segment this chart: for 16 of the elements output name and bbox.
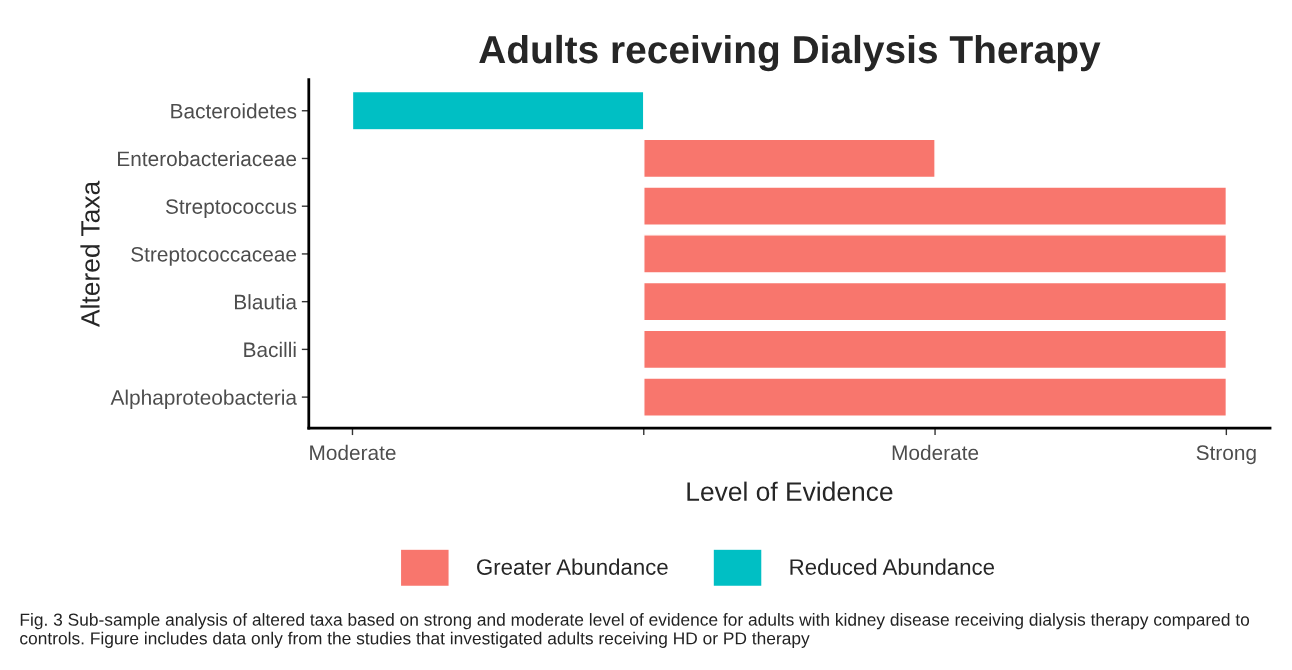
y-tick-label: Streptococcaceae bbox=[131, 246, 297, 266]
y-tick-label: Bacilli bbox=[244, 341, 296, 358]
y-axis-title: Altered Taxa bbox=[80, 180, 100, 327]
legend-label: Reduced Abundance bbox=[790, 558, 995, 575]
annotation: Strong bbox=[1196, 445, 1256, 465]
caption: Fig. 3 Sub-sample analysis of altered taxa based on strong and moderate level of evidence for adults with kidney disease receiving dialysis therapy compared to controls. Figure includes data only from the studies that investigated adults receiving HD or PD therapy bbox=[20, 613, 1250, 648]
y-tick-label: Alphaproteobacteria bbox=[110, 389, 297, 409]
y-tick-label: Blautia bbox=[234, 294, 297, 310]
x-axis-title: Level of Evidence bbox=[687, 481, 893, 501]
y-tick-label: Streptococcus bbox=[165, 199, 297, 219]
legend-label: Greater Abundance bbox=[477, 558, 668, 575]
chart-title: Adults receiving Dialysis Therapy bbox=[479, 34, 1101, 72]
annotation: Moderate bbox=[892, 444, 979, 461]
y-tick-label: Enterobacteriaceae bbox=[118, 150, 297, 167]
annotation: Moderate bbox=[310, 444, 396, 461]
y-tick-label: Bacteroidetes bbox=[171, 103, 297, 119]
